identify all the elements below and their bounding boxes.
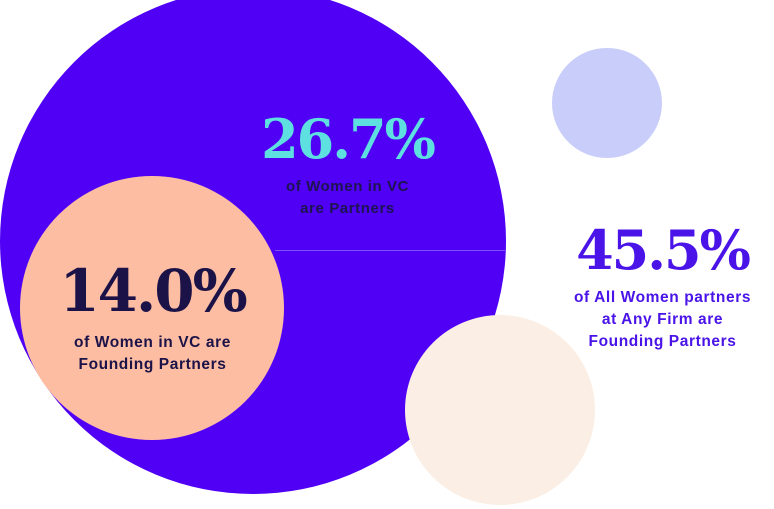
caption-line: Founding Partners [78, 356, 227, 373]
founding-partners-bubble [20, 176, 284, 440]
stat-value: 45.5% [576, 218, 751, 282]
stat-all-women-founding: 45.5% of All Women partners at Any Firm … [545, 223, 774, 353]
caption-line: at Any Firm are [601, 311, 724, 328]
decorative-cream-bubble [405, 315, 595, 505]
caption-line: of Women in VC [285, 178, 410, 195]
caption-line: of All Women partners [573, 289, 752, 306]
stat-value: 14.0% [59, 257, 247, 325]
stat-caption: of Women in VC are Founding Partners [40, 332, 265, 376]
caption-line: are Partners [300, 200, 395, 217]
stat-caption: of All Women partners at Any Firm are Fo… [545, 287, 774, 353]
stat-founding-partners: 14.0% of Women in VC are Founding Partne… [40, 262, 265, 376]
caption-line: Founding Partners [588, 333, 737, 350]
decorative-lavender-bubble [552, 48, 662, 158]
stat-caption: of Women in VC are Partners [240, 176, 455, 220]
bubble-divider-line [275, 250, 505, 251]
stat-value: 26.7% [261, 107, 436, 171]
stat-women-partners: 26.7% of Women in VC are Partners [240, 112, 455, 220]
caption-line: of Women in VC are [74, 334, 231, 351]
